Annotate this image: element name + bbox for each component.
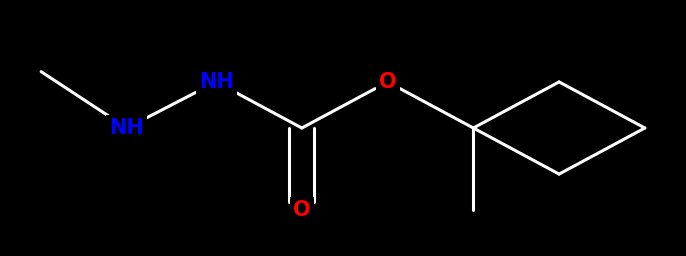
Text: NH: NH	[199, 72, 233, 92]
Text: O: O	[293, 200, 311, 220]
Text: O: O	[379, 72, 397, 92]
Text: NH: NH	[110, 118, 144, 138]
